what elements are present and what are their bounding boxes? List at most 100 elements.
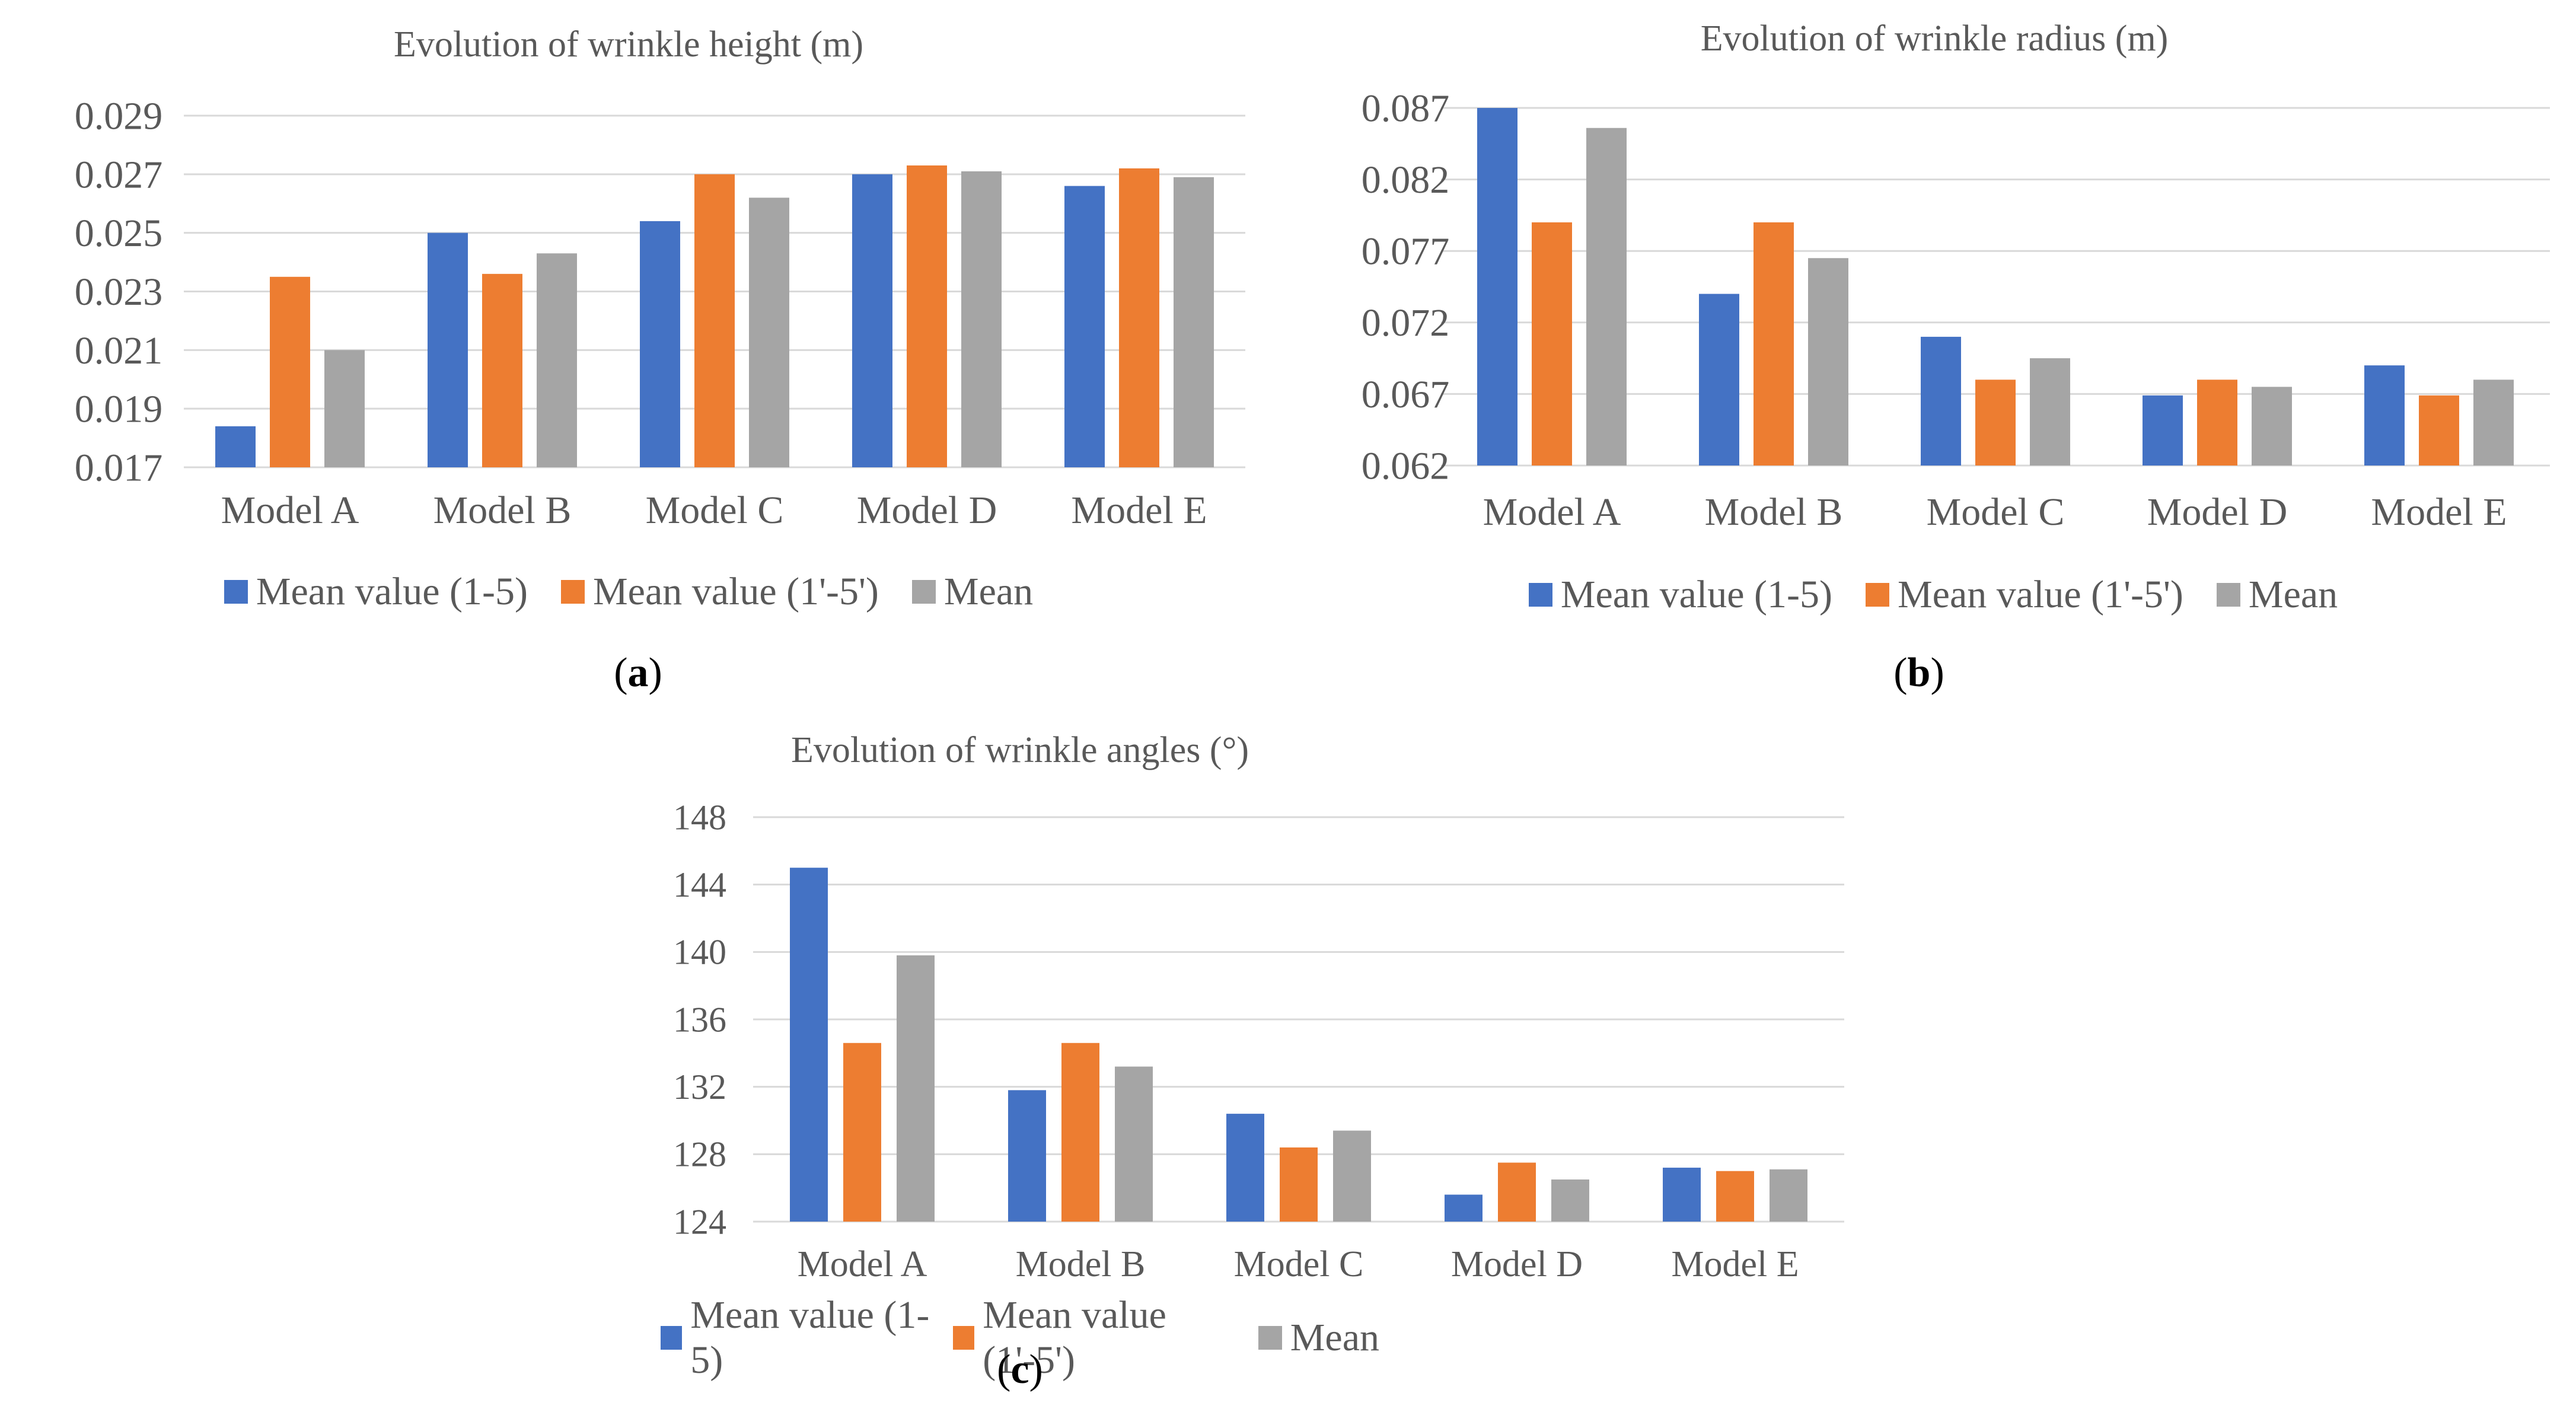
bar (1551, 1179, 1589, 1222)
y-tick-label: 124 (673, 1202, 726, 1241)
y-tick-label: 0.067 (1362, 373, 1450, 416)
bar (2364, 365, 2405, 466)
legend-item-series2: Mean value (1'-5') (953, 1293, 1242, 1383)
chart-panel-a: Evolution of wrinkle height (m) 0.017 0.0… (0, 0, 1269, 712)
bar (1716, 1171, 1754, 1222)
caption-a: (a) (614, 650, 662, 696)
bar (537, 253, 577, 467)
bar (2473, 380, 2514, 466)
chart-title: Evolution of wrinkle angles (°) (790, 730, 1249, 770)
legend-swatch (224, 580, 248, 604)
bar (852, 174, 892, 467)
bar (2197, 380, 2237, 466)
chart-legend: Mean value (1-5) Mean value (1'-5') Mean (107, 569, 1150, 614)
x-tick-label: Model C (1927, 490, 2065, 534)
chart-panel-b: Evolution of wrinkle radius (m) 0.062 0.0… (1293, 0, 2576, 712)
bar (1808, 258, 1848, 466)
bar (1699, 294, 1739, 466)
bar (1115, 1066, 1153, 1222)
legend-swatch (2216, 583, 2240, 607)
bar (2419, 395, 2459, 466)
legend-item-series1: Mean value (1-5) (224, 569, 528, 614)
legend-label: Mean value (1-5) (256, 570, 528, 613)
y-tick-label: 0.027 (75, 153, 163, 196)
bar (1119, 168, 1159, 467)
bar (1921, 336, 1961, 466)
y-tick-label: 0.077 (1362, 230, 1450, 273)
legend-item-series1: Mean value (1-5) (1528, 572, 1832, 617)
bar (843, 1043, 881, 1222)
legend-label: Mean (943, 570, 1034, 613)
bar (640, 221, 680, 467)
bar (2030, 358, 2070, 466)
x-tick-label: Model A (798, 1244, 927, 1284)
legend-swatch (953, 1326, 975, 1350)
bar (1064, 186, 1105, 467)
legend-swatch (911, 580, 936, 604)
bar (482, 273, 522, 467)
bar (1586, 127, 1627, 466)
legend-swatch (1258, 1326, 1282, 1350)
x-tick-label: Model B (1016, 1244, 1146, 1284)
bar (1061, 1043, 1099, 1222)
legend-item-series2: Mean value (1'-5') (1865, 572, 2183, 617)
legend-label: Mean value (1-5) (1560, 573, 1832, 616)
bar (2143, 395, 2183, 466)
bar (749, 197, 789, 467)
y-tick-label: 128 (673, 1135, 726, 1174)
bar (1280, 1147, 1318, 1222)
legend-swatch (661, 1326, 683, 1350)
x-tick-label: Model D (1451, 1244, 1583, 1284)
bar (1333, 1130, 1371, 1222)
bar (1975, 380, 2016, 466)
y-tick-label: 0.029 (75, 94, 163, 138)
caption-b: (b) (1893, 650, 1944, 696)
chart-legend: Mean value (1-5) Mean value (1'-5') Mean (652, 1293, 1388, 1383)
bar (907, 165, 947, 467)
x-tick-label: Model D (857, 489, 997, 532)
legend-item-series3: Mean (1258, 1315, 1379, 1360)
x-tick-label: Model E (2371, 490, 2507, 534)
bar (1498, 1162, 1536, 1222)
bar (961, 171, 1002, 467)
y-tick-label: 140 (673, 933, 726, 972)
y-tick-label: 0.082 (1362, 158, 1450, 202)
legend-label: Mean value (1'-5') (983, 1293, 1166, 1382)
legend-label: Mean value (1'-5') (592, 570, 879, 613)
bar (1477, 108, 1517, 466)
x-tick-label: Model A (221, 489, 359, 532)
bar (324, 350, 365, 467)
chart-title: Evolution of wrinkle height (m) (393, 24, 864, 65)
bar (694, 174, 735, 467)
legend-swatch (1865, 583, 1889, 607)
y-tick-label: 0.019 (75, 388, 163, 431)
bar (897, 955, 935, 1222)
bar (1174, 177, 1214, 467)
legend-label: Mean (2248, 573, 2338, 616)
chart-plot-c: 124 128 132 136 140 144 148 Model A Model B Model… (673, 798, 1844, 1284)
y-tick-label: 0.062 (1362, 444, 1450, 487)
y-tick-label: 144 (673, 865, 726, 904)
chart-panel-c: Evolution of wrinkle angles (°) 124 128 13… (652, 712, 1921, 1409)
bar (1445, 1194, 1483, 1222)
y-tick-label: 0.021 (75, 329, 163, 372)
legend-label: Mean value (1'-5') (1897, 573, 2183, 616)
bar (1754, 222, 1794, 466)
y-tick-label: 136 (673, 1000, 726, 1039)
bar (1532, 222, 1572, 466)
y-tick-label: 0.072 (1362, 301, 1450, 345)
chart-legend: Mean value (1-5) Mean value (1'-5') Mean (1411, 572, 2455, 617)
bar (2252, 387, 2292, 466)
bar (270, 276, 310, 467)
legend-swatch (560, 580, 585, 604)
legend-label: Mean (1290, 1316, 1379, 1359)
chart-plot-b: 0.062 0.067 0.072 0.077 0.082 0.087 Model A Mod… (1362, 87, 2550, 534)
x-tick-label: Model D (2147, 490, 2287, 534)
bar (1008, 1090, 1046, 1222)
y-tick-label: 0.087 (1362, 87, 1450, 130)
chart-title: Evolution of wrinkle radius (m) (1700, 18, 2169, 59)
bar (215, 426, 256, 467)
x-tick-label: Model B (1705, 490, 1843, 534)
x-tick-label: Model C (1234, 1244, 1364, 1284)
bar (790, 868, 828, 1222)
